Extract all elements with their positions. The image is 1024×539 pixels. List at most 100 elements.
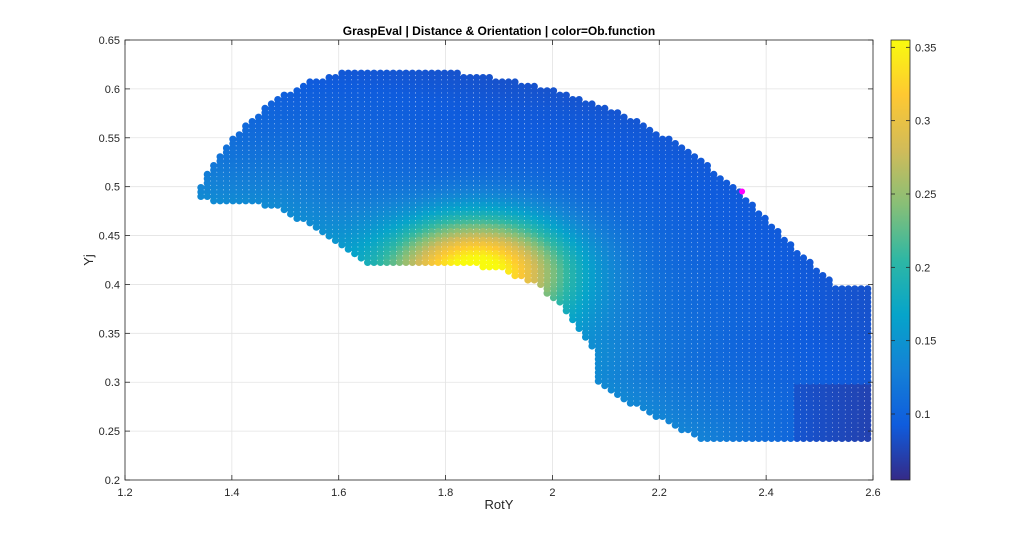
x-tick-label: 1.8 — [438, 487, 453, 499]
data-point — [524, 272, 532, 280]
data-point — [434, 258, 442, 266]
data-point — [479, 258, 487, 266]
y-tick-label: 0.4 — [105, 279, 120, 291]
y-tick-label: 0.35 — [99, 328, 120, 340]
data-point — [614, 289, 622, 297]
data-point — [601, 382, 609, 390]
scatter-points — [197, 69, 872, 442]
data-point — [575, 272, 583, 280]
data-point — [331, 236, 340, 244]
data-point — [857, 404, 865, 412]
data-point — [274, 201, 282, 209]
data-point — [197, 192, 205, 200]
data-point — [735, 434, 744, 442]
data-point — [626, 399, 635, 407]
data-point — [620, 294, 628, 302]
data-point — [389, 258, 397, 266]
data-point — [248, 197, 256, 205]
data-point — [761, 324, 769, 332]
x-tick-label: 2.2 — [652, 487, 667, 499]
data-point — [710, 333, 718, 341]
data-point — [517, 272, 526, 280]
data-point — [787, 426, 795, 434]
data-point — [703, 434, 712, 442]
data-point — [774, 320, 782, 328]
data-point — [639, 346, 647, 354]
data-point — [280, 206, 288, 214]
data-point — [799, 377, 808, 385]
data-point — [838, 377, 846, 385]
data-point — [799, 421, 808, 429]
chart-title: GraspEval | Distance & Orientation | col… — [343, 24, 655, 38]
data-point — [665, 417, 673, 425]
data-point — [864, 377, 872, 385]
colorbar-tick-label: 0.25 — [915, 189, 936, 201]
data-point — [562, 272, 570, 280]
data-point — [825, 307, 833, 315]
data-point — [812, 377, 821, 385]
data-point — [607, 386, 615, 394]
data-point — [594, 276, 603, 284]
data-point — [626, 346, 635, 354]
data-point — [620, 346, 628, 354]
data-point — [844, 377, 853, 385]
data-point — [851, 377, 859, 385]
x-tick-label: 1.2 — [117, 487, 132, 499]
data-point — [222, 197, 231, 205]
data-point — [710, 434, 718, 442]
y-axis-label: Yj — [81, 254, 96, 266]
data-point — [216, 197, 224, 205]
data-point — [549, 272, 558, 280]
data-point — [646, 408, 654, 416]
data-point — [338, 241, 346, 249]
y-tick-label: 0.55 — [99, 133, 120, 145]
data-point — [723, 333, 731, 341]
data-point — [543, 272, 551, 280]
data-point — [658, 346, 667, 354]
data-point — [582, 272, 590, 280]
data-point — [376, 258, 384, 266]
data-point — [633, 399, 641, 407]
colorbar-tick-label: 0.35 — [915, 42, 936, 54]
data-point — [626, 294, 635, 302]
data-point — [306, 219, 314, 227]
data-point — [415, 258, 423, 266]
data-point — [492, 263, 500, 271]
data-point — [806, 421, 814, 429]
data-point — [312, 223, 320, 231]
data-point — [819, 311, 827, 319]
x-tick-label: 2.4 — [758, 487, 773, 499]
data-point — [344, 245, 352, 253]
data-point — [594, 346, 603, 354]
data-point — [671, 421, 679, 429]
data-point — [671, 346, 679, 354]
data-point — [748, 430, 756, 438]
x-tick-label: 2 — [549, 487, 555, 499]
data-point — [767, 320, 776, 328]
colorbar: 0.10.150.20.250.30.35 — [890, 39, 936, 481]
data-point — [408, 258, 416, 266]
data-point — [806, 311, 814, 319]
data-point — [812, 311, 821, 319]
data-point — [235, 197, 243, 205]
data-point — [690, 430, 699, 438]
data-point — [697, 434, 705, 442]
data-point — [690, 342, 699, 350]
y-tick-label: 0.6 — [105, 84, 120, 96]
colorbar-tick-label: 0.15 — [915, 336, 936, 348]
data-point — [620, 395, 628, 403]
data-point — [440, 258, 449, 266]
data-point — [793, 377, 801, 385]
data-point — [633, 346, 641, 354]
data-point — [614, 346, 622, 354]
data-point — [851, 408, 859, 416]
data-point — [530, 272, 538, 280]
data-point — [428, 258, 436, 266]
y-tick-label: 0.25 — [99, 426, 120, 438]
data-point — [261, 201, 269, 209]
data-point — [806, 377, 814, 385]
data-point — [729, 434, 737, 442]
data-point — [832, 412, 840, 420]
data-point — [652, 346, 660, 354]
data-point — [319, 228, 327, 236]
